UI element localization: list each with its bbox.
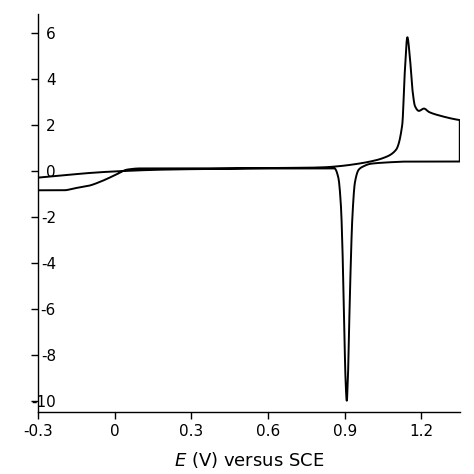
X-axis label: $E$ (V) versus SCE: $E$ (V) versus SCE — [173, 450, 324, 470]
